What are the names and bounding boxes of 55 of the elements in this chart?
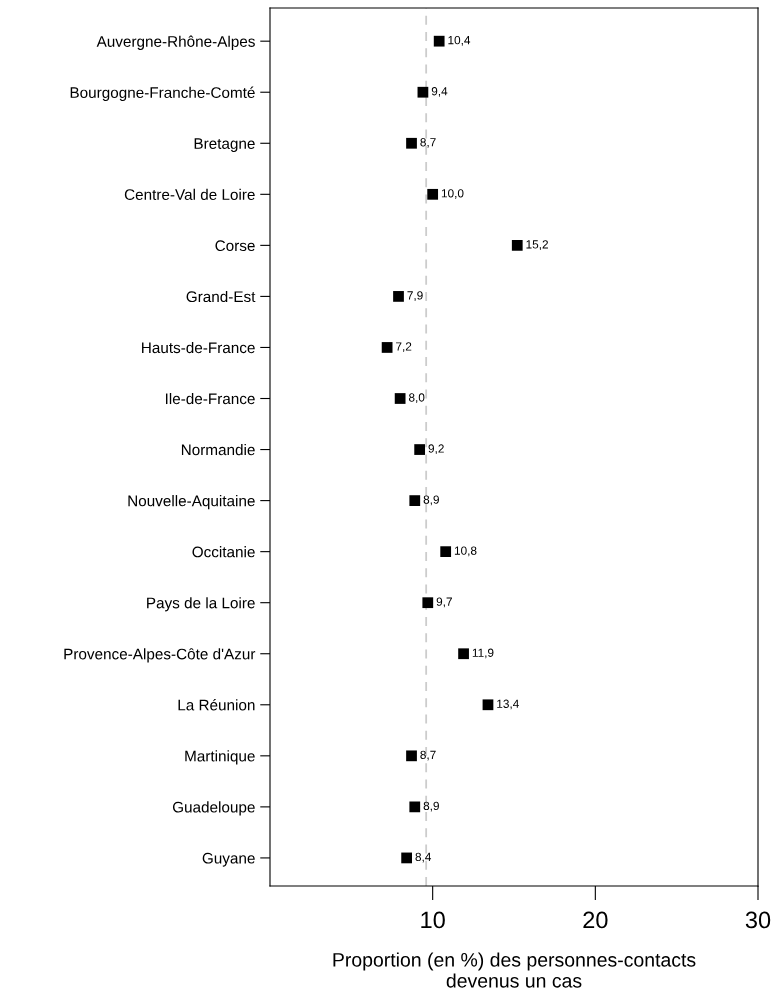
data-label: 8,7 bbox=[420, 750, 436, 761]
y-tick-label: Guadeloupe bbox=[172, 801, 255, 816]
data-label: 9,7 bbox=[436, 597, 452, 608]
point bbox=[401, 852, 413, 864]
data-label: 10,4 bbox=[448, 35, 471, 46]
point bbox=[511, 239, 523, 251]
data-label: 8,0 bbox=[408, 393, 425, 404]
point bbox=[393, 291, 404, 302]
y-tick-label: Auvergne-Rhône-Alpes bbox=[96, 35, 255, 50]
data-label: 10,8 bbox=[454, 546, 477, 557]
y-tick-label: Grand-Est bbox=[186, 290, 256, 303]
data-label: 11,9 bbox=[472, 648, 494, 659]
point bbox=[409, 801, 421, 813]
point bbox=[381, 342, 393, 353]
y-tick-label: Bourgogne-Franche-Comté bbox=[70, 86, 255, 102]
point bbox=[433, 35, 445, 47]
y-tick-label: Provence-Alpes-Côte d'Azur bbox=[64, 648, 256, 663]
point bbox=[414, 444, 426, 455]
point bbox=[422, 597, 434, 609]
point bbox=[458, 648, 469, 660]
data-label: 10,0 bbox=[441, 189, 464, 199]
point bbox=[427, 188, 439, 200]
y-tick-label: Pays de la Loire bbox=[147, 597, 255, 612]
data-label: 7,9 bbox=[407, 291, 423, 301]
y-tick-label: La Réunion bbox=[178, 699, 255, 711]
y-tick-label: Occitanie bbox=[192, 546, 255, 558]
point bbox=[409, 495, 421, 506]
data-label: 15,2 bbox=[526, 240, 548, 250]
y-tick-label: Normandie bbox=[181, 444, 255, 456]
point bbox=[406, 137, 417, 149]
point bbox=[482, 699, 494, 711]
data-label: 13,4 bbox=[497, 699, 519, 710]
data-label: 8,4 bbox=[415, 852, 432, 863]
y-tick-label: Ile-de-France bbox=[165, 392, 255, 405]
data-label: 8,7 bbox=[420, 138, 436, 148]
data-label: 8,9 bbox=[423, 495, 439, 506]
y-tick-label: Corse bbox=[215, 240, 255, 252]
x-tick-label: 30 bbox=[745, 911, 771, 929]
data-label: 9,2 bbox=[428, 444, 444, 455]
data-label: 9,4 bbox=[431, 87, 448, 97]
data-label: 8,9 bbox=[423, 801, 439, 812]
y-tick-label: Bretagne bbox=[194, 138, 255, 152]
data-label: 7,2 bbox=[396, 342, 412, 353]
point bbox=[406, 750, 417, 762]
y-tick-label: Martinique bbox=[185, 750, 255, 765]
point bbox=[394, 393, 406, 404]
y-tick-label: Centre-Val de Loire bbox=[124, 188, 255, 201]
point bbox=[417, 86, 429, 98]
y-tick-label: Nouvelle-Aquitaine bbox=[128, 495, 255, 510]
x-tick-label: 10 bbox=[421, 911, 445, 929]
y-tick-label: Hauts-de-France bbox=[142, 341, 255, 354]
y-tick-label: Guyane bbox=[202, 852, 255, 867]
x-axis-title: Proportion (en %) des personnes-contacts devenus un cas bbox=[333, 952, 696, 988]
point bbox=[440, 546, 452, 558]
x-tick-label: 20 bbox=[583, 911, 608, 929]
